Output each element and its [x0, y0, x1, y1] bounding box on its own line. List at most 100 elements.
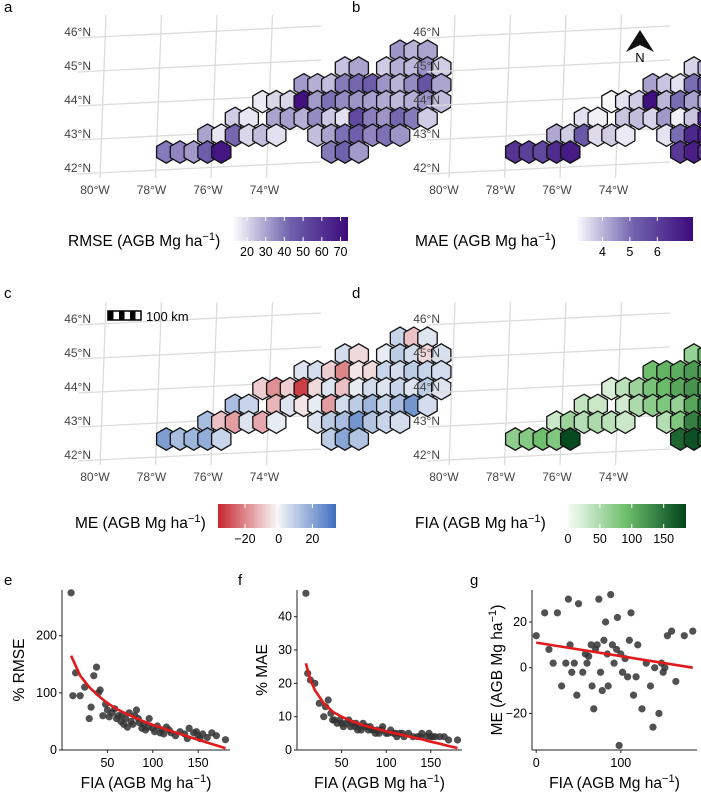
colorbar-tick-label: 30 — [259, 245, 273, 259]
colorbar-tick-label: 20 — [305, 532, 319, 546]
panel-label-b: b — [352, 0, 360, 16]
scale-bar-label: 100 km — [146, 309, 189, 324]
data-point — [90, 672, 98, 680]
lat-tick-label: 46°N — [413, 312, 440, 326]
data-point — [67, 589, 75, 597]
lat-tick-label: 46°N — [413, 25, 440, 39]
hex-cell — [697, 110, 701, 127]
data-point — [613, 613, 622, 622]
colorbar-tick-label: 70 — [334, 245, 348, 259]
hex-cell — [430, 89, 452, 114]
x-tick-label: 0 — [533, 756, 540, 770]
data-point — [629, 691, 638, 699]
data-point — [590, 705, 598, 713]
x-axis-title: FIA (AGB Mg ha−1) — [549, 773, 680, 792]
lat-tick-label: 43°N — [64, 414, 91, 428]
north-arrow-label: N — [635, 50, 644, 65]
colorbar-rmse: RMSE (AGB Mg ha−1) 20 30 40 50 60 70 — [68, 217, 348, 259]
y-tick-label: 0 — [520, 661, 527, 675]
y-axis-title: % RMSE — [11, 639, 28, 702]
colorbar-gradient — [568, 504, 686, 528]
data-point — [615, 741, 623, 750]
lat-tick-label: 46°N — [64, 312, 91, 326]
fit-line — [304, 662, 458, 750]
data-point — [145, 714, 153, 723]
data-point — [608, 641, 616, 649]
colorbar-gradient — [218, 504, 336, 528]
scatter-panel-g: 0 100 −20 0 20 FIA (AGB Mg ha−1) ME (AGB Mg ha… — [487, 590, 697, 792]
data-point — [579, 668, 587, 676]
north-arrow-icon: N — [626, 30, 654, 65]
data-point — [570, 659, 578, 667]
panel-label-f: f — [238, 572, 243, 589]
data-point — [221, 736, 230, 744]
y-tick-label: 40 — [278, 610, 292, 624]
data-point — [593, 641, 601, 649]
y-tick-label: 0 — [285, 743, 292, 757]
colorbar-tick-label: −20 — [234, 532, 255, 546]
fit-line — [535, 641, 694, 669]
colorbar-tick-label: 5 — [626, 245, 633, 259]
panel-label-d: d — [352, 285, 360, 302]
lat-tick-label: 45°N — [413, 59, 440, 73]
map-panel-d: 46°N 45°N 44°N 43°N 42°N 80°W 78°W 76°W 74°W — [413, 301, 701, 484]
data-point — [646, 682, 655, 690]
colorbar-tick-label: 4 — [599, 245, 606, 259]
colorbar-title: MAE (AGB Mg ha−1) — [415, 231, 556, 250]
lat-tick-label: 45°N — [64, 346, 91, 360]
hex-cell — [697, 76, 701, 93]
hex-cell — [265, 123, 287, 148]
lat-tick-label: 46°N — [64, 25, 91, 39]
data-point — [92, 663, 101, 671]
data-point — [69, 692, 77, 700]
data-point — [96, 686, 104, 694]
y-tick-label: −20 — [506, 706, 527, 720]
scatter-panel-e: 50 100 150 0 100 200 FIA (AGB Mg ha−1) % RMSE — [11, 589, 230, 792]
lon-tick-label: 76°W — [542, 183, 572, 197]
colorbar-fia: FIA (AGB Mg ha−1) 0 50 100 150 — [415, 504, 686, 546]
hex-cell — [697, 93, 701, 110]
scale-bar: 100 km — [107, 309, 189, 324]
x-tick-label: 50 — [335, 756, 349, 770]
data-point — [132, 706, 141, 714]
x-tick-label: 150 — [420, 756, 441, 770]
data-point — [624, 673, 632, 681]
data-point — [613, 645, 621, 654]
data-point — [549, 659, 557, 667]
lat-tick-label: 43°N — [64, 127, 91, 141]
hex-cell — [697, 380, 701, 397]
x-axis-title: FIA (AGB Mg ha−1) — [314, 773, 445, 792]
lon-tick-label: 80°W — [80, 183, 110, 197]
data-point — [655, 709, 663, 718]
colorbar-tick-label: 60 — [315, 245, 329, 259]
data-point — [379, 723, 387, 731]
data-point — [320, 713, 328, 721]
lon-tick-label: 78°W — [137, 183, 167, 197]
colorbar-tick-label: 6 — [654, 245, 661, 259]
hex-cell — [417, 106, 438, 131]
colorbar-tick-label: 20 — [240, 245, 254, 259]
data-point — [649, 723, 657, 731]
data-point — [574, 600, 583, 608]
data-point — [553, 609, 561, 617]
lat-tick-label: 44°N — [413, 93, 440, 107]
data-point — [587, 641, 595, 649]
map-panel-c: 46°N 45°N 44°N 43°N 42°N 80°W 78°W 76°W 74°W — [64, 301, 452, 484]
y-tick-label: 20 — [278, 676, 292, 690]
y-tick-label: 0 — [50, 743, 57, 757]
data-point — [151, 728, 159, 736]
colorbar-gradient — [575, 217, 693, 241]
lon-tick-label: 76°W — [542, 470, 572, 484]
lon-tick-label: 80°W — [429, 183, 459, 197]
hex-cell — [697, 363, 701, 380]
lat-tick-label: 45°N — [413, 346, 440, 360]
data-point — [661, 664, 669, 672]
data-point — [453, 736, 462, 744]
colorbar-tick-label: 100 — [621, 532, 642, 546]
y-tick-label: 200 — [36, 629, 57, 643]
data-point — [651, 664, 659, 672]
data-point — [203, 733, 211, 742]
data-point — [123, 723, 131, 731]
x-tick-label: 50 — [100, 756, 114, 770]
colorbar-mae: MAE (AGB Mg ha−1) 4 5 6 — [415, 217, 693, 259]
